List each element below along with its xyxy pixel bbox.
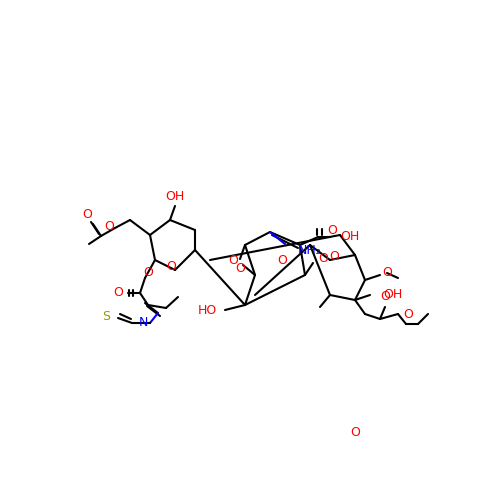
Text: O: O	[380, 290, 390, 304]
Text: N: N	[138, 316, 147, 330]
Text: OH: OH	[166, 190, 184, 202]
Text: O: O	[350, 426, 360, 440]
Text: O: O	[277, 254, 287, 266]
Text: O: O	[113, 286, 123, 300]
Text: NH₂: NH₂	[298, 244, 322, 256]
Text: O: O	[82, 208, 92, 220]
Text: HO: HO	[198, 304, 216, 316]
Text: O: O	[235, 262, 245, 276]
Text: O: O	[228, 254, 238, 268]
Text: O: O	[327, 224, 337, 237]
Text: S: S	[102, 310, 110, 322]
Text: O: O	[382, 266, 392, 280]
Text: O: O	[104, 220, 114, 232]
Text: O: O	[143, 266, 153, 280]
Text: OH: OH	[340, 230, 359, 243]
Text: O: O	[318, 252, 328, 266]
Text: O: O	[166, 260, 176, 274]
Text: OH: OH	[383, 288, 402, 300]
Text: O: O	[329, 250, 339, 262]
Text: O: O	[403, 308, 413, 320]
